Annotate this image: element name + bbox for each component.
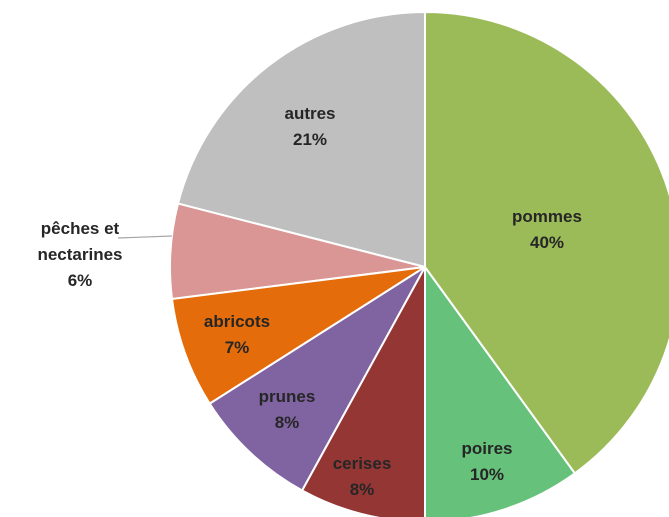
value-label: 6%	[67, 271, 93, 290]
category-label: pêches et nectarines	[37, 219, 123, 264]
value-label: 40%	[529, 233, 565, 252]
value-label: 8%	[274, 413, 300, 432]
leader-line	[117, 235, 173, 239]
value-label: 10%	[469, 465, 505, 484]
category-label: pommes	[512, 207, 582, 226]
category-label: abricots	[203, 312, 271, 331]
pie-slice	[424, 263, 577, 517]
slice-label: prunes 8%	[237, 384, 337, 436]
slice-label: pommes 40%	[487, 204, 607, 256]
category-label: poires	[461, 439, 513, 458]
slice-label: pêches et nectarines 6%	[20, 216, 140, 294]
pie-slice	[300, 266, 426, 517]
pie-slice	[208, 266, 426, 492]
pie-slice	[424, 10, 669, 475]
value-label: 21%	[292, 130, 328, 149]
value-label: 8%	[349, 480, 375, 499]
slice-label: autres 21%	[260, 101, 360, 153]
category-label: cerises	[332, 454, 392, 473]
value-label: 7%	[224, 338, 250, 357]
pie-slice	[170, 266, 426, 406]
slice-label: cerises 8%	[312, 451, 412, 503]
category-label: autres	[284, 104, 336, 123]
pie-slice	[176, 10, 426, 269]
category-label: prunes	[258, 387, 316, 406]
slice-label: abricots 7%	[187, 309, 287, 361]
slice-label: poires 10%	[437, 436, 537, 488]
